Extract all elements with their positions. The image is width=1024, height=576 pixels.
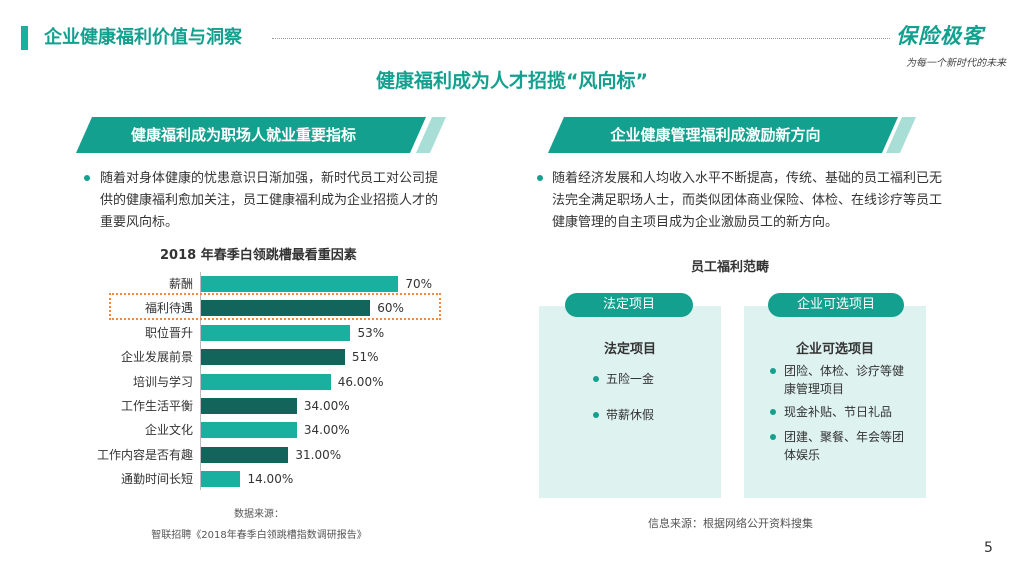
- bar-value-label: 14.00%: [247, 472, 294, 487]
- data-source-label: 数据来源：: [234, 509, 284, 520]
- header-divider: [272, 38, 890, 39]
- bar: [201, 300, 371, 317]
- bullet-dot: [593, 376, 599, 382]
- scope-title: 员工福利范畴: [690, 260, 769, 275]
- logo-text: 保险极客: [896, 24, 984, 48]
- legal-item: 带薪休假: [606, 408, 655, 422]
- highlight-box: [109, 293, 441, 320]
- bar-value-label: 70%: [405, 277, 433, 291]
- page-number: 5: [984, 540, 993, 556]
- bullet-dot: [537, 175, 543, 181]
- header-accent-bar: [21, 26, 28, 50]
- bar-category-label: 企业发展前景: [120, 350, 193, 365]
- right-section-banner: 企业健康管理福利成激励新方向: [548, 117, 916, 153]
- right-bullet-text: 随着经济发展和人均收入水平不断提高，传统、基础的员工福利已无法完全满足职场人士，…: [552, 171, 943, 230]
- brand-logo: 保险极客 为每一个新时代的未来: [896, 20, 1006, 80]
- bullet-dot: [84, 175, 90, 181]
- bar-value-label: 60%: [377, 301, 404, 316]
- bar: [201, 349, 345, 366]
- bar-category-label: 培训与学习: [132, 374, 193, 389]
- bar: [201, 324, 351, 341]
- left-banner-label: 健康福利成为职场人就业重要指标: [130, 126, 356, 144]
- bar-value-label: 34.00%: [303, 423, 350, 438]
- bullet-dot: [770, 368, 776, 374]
- left-section-banner: 健康福利成为职场人就业重要指标: [76, 117, 446, 153]
- page-title: 健康福利成为人才招揽“风向标”: [376, 70, 648, 92]
- optional-heading: 企业可选项目: [795, 342, 874, 357]
- bar-value-label: 53%: [357, 325, 385, 340]
- bar-value-label: 34.00%: [303, 399, 350, 413]
- bar-value-label: 51%: [351, 350, 379, 365]
- bar: [201, 422, 297, 439]
- bar: [201, 373, 331, 390]
- bar-category-label: 工作内容是否有趣: [96, 447, 193, 462]
- bar: [201, 276, 399, 292]
- optional-item: 现金补贴、节日礼品: [784, 405, 893, 419]
- legal-pill: 法定项目: [565, 293, 693, 317]
- bullet-dot: [770, 434, 776, 440]
- right-banner-label: 企业健康管理福利成激励新方向: [610, 126, 821, 144]
- chart-axis: [200, 272, 201, 490]
- bar-chart: 薪酬 70% 福利待遇 60% 职位晋升 53% 企业发展前景 51% 培训与学习 46.00% 工…: [0, 0, 432, 488]
- legal-items-box: [539, 306, 721, 498]
- legal-item: 五险一金: [606, 372, 655, 386]
- section-title: 企业健康福利价值与洞察: [44, 27, 242, 48]
- logo-slogan: 为每一个新时代的未来: [906, 58, 1006, 69]
- bar-value-label: 46.00%: [337, 374, 384, 389]
- bar-category-label: 通勤时间长短: [120, 472, 193, 487]
- bar-value-label: 31.00%: [295, 447, 342, 462]
- left-bullet-text: 随着对身体健康的忧患意识日渐加强，新时代员工对公司提供的健康福利愈加关注，员工健…: [100, 171, 439, 230]
- bar-category-label: 福利待遇: [144, 301, 193, 316]
- optional-item: 团建、聚餐、年会等团体娱乐: [784, 430, 905, 462]
- bar: [201, 471, 241, 488]
- optional-pill: 企业可选项目: [768, 293, 904, 317]
- bullet-dot: [770, 409, 776, 415]
- bar-category-label: 企业文化: [144, 423, 193, 438]
- bar-category-label: 工作生活平衡: [120, 399, 193, 413]
- bar: [201, 398, 297, 414]
- bullet-dot: [593, 412, 599, 418]
- optional-item: 团险、体检、诊疗等健康管理项目: [784, 364, 905, 396]
- legal-heading: 法定项目: [603, 342, 656, 357]
- bar: [201, 446, 289, 463]
- optional-items-box: [744, 306, 926, 498]
- bar-category-label: 薪酬: [168, 277, 193, 291]
- chart-title: 2018 年春季白领跳槽最看重因素: [160, 248, 357, 263]
- bar-category-label: 职位晋升: [144, 325, 193, 340]
- data-source: 智联招聘《2018年春季白领跳槽指数调研报告》: [151, 530, 367, 541]
- info-source: 信息来源：根据网络公开资料搜集: [648, 517, 813, 530]
